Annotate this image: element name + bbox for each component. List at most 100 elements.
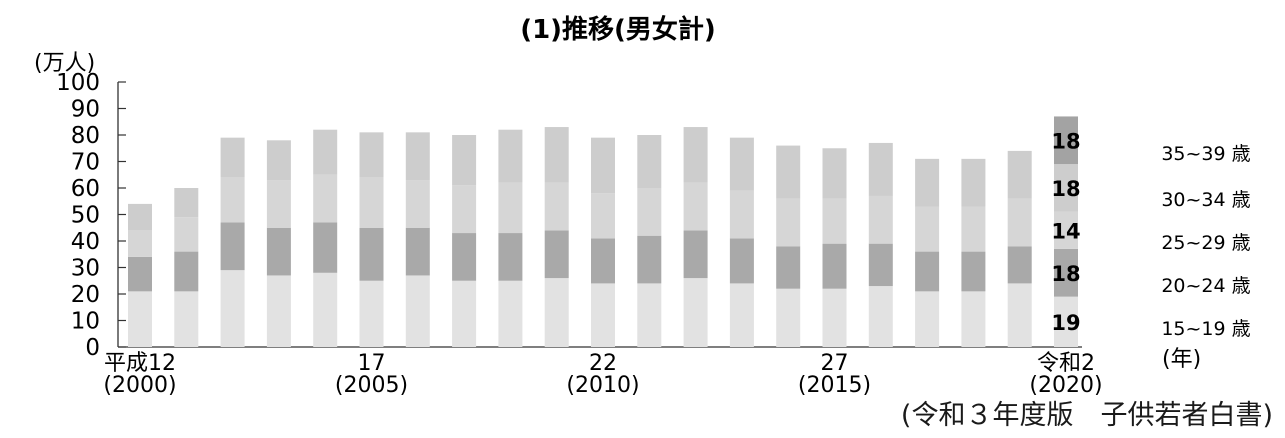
bar-segment — [1054, 116, 1078, 165]
bar-segment — [174, 188, 199, 218]
bar-segment — [1007, 150, 1032, 199]
bar-segment — [544, 278, 569, 347]
y-tick-label: 100 — [56, 70, 100, 96]
bar-segment — [128, 256, 152, 292]
data-label: 14 — [1051, 219, 1080, 243]
bar-segment — [405, 132, 430, 181]
bar-segment — [544, 182, 569, 231]
bar-segment — [729, 283, 754, 347]
bar-segment — [822, 198, 847, 244]
bar-segment — [776, 145, 801, 199]
y-tick-label: 30 — [71, 256, 100, 282]
bar-segment — [637, 235, 662, 284]
bar-segment — [637, 188, 662, 236]
bar-segment — [683, 230, 708, 279]
legend-item: 35~39 歳 — [1161, 143, 1250, 165]
bar-segment — [868, 142, 893, 196]
bar-segment — [868, 195, 893, 244]
bar-segment — [683, 182, 708, 231]
bar-segment — [961, 291, 986, 347]
bar-segment — [915, 291, 940, 347]
y-tick-label: 90 — [71, 97, 100, 123]
x-tick-label: (2000) — [103, 373, 176, 398]
bar-segment — [313, 174, 338, 223]
bar-segment — [544, 127, 569, 183]
bar-segment — [591, 238, 615, 284]
x-tick-label: (2005) — [335, 373, 408, 398]
chart-title: (1)推移(男女計) — [520, 14, 716, 45]
bar-segment — [452, 233, 477, 281]
bar-segment — [729, 190, 754, 239]
bar-segment — [1007, 246, 1032, 284]
bar-segment — [313, 222, 338, 273]
bar-segment — [915, 206, 940, 252]
bar-segment — [498, 182, 523, 234]
data-label: 18 — [1051, 262, 1080, 286]
bar-segment — [637, 135, 662, 188]
bar-segment — [220, 177, 245, 223]
x-tick-label: 27 — [821, 351, 849, 376]
x-tick-label: (2020) — [1029, 373, 1102, 398]
bar-segment — [729, 238, 754, 284]
bar-segment — [961, 206, 986, 252]
legend-item: 15~19 歳 — [1161, 318, 1250, 340]
bar-segment — [683, 278, 708, 347]
bar-segment — [822, 243, 847, 289]
bar-segment — [1054, 164, 1078, 212]
bar-segment — [961, 251, 986, 292]
x-tick-label: (2010) — [566, 373, 639, 398]
y-tick-label: 10 — [71, 309, 100, 335]
y-tick-label: 70 — [71, 150, 100, 176]
bar-segment — [405, 227, 430, 276]
legend-item: 30~34 歳 — [1161, 189, 1250, 211]
x-tick-label: 令和2 — [1037, 351, 1095, 376]
y-tick-label: 80 — [71, 123, 100, 149]
legend-item: 20~24 歳 — [1161, 275, 1250, 297]
bar-segment — [915, 251, 940, 292]
bar-segment — [1007, 198, 1032, 247]
x-tick-label: 22 — [589, 351, 617, 376]
bar-segment — [591, 283, 615, 347]
bar-segment — [776, 246, 801, 289]
bar-segment — [591, 137, 615, 194]
bar-segment — [822, 148, 847, 199]
bar-segment — [1007, 283, 1032, 347]
x-tick-label: 平成12 — [104, 351, 176, 376]
bar-segment — [313, 129, 338, 175]
bar-segment — [729, 137, 754, 191]
bar-segment — [591, 193, 615, 239]
x-tick-label: (2015) — [798, 373, 871, 398]
bar-segment — [683, 127, 708, 183]
bar-segment — [266, 180, 291, 228]
legend-item: 25~29 歳 — [1161, 232, 1250, 254]
bar-segment — [452, 280, 477, 347]
bar-segment — [405, 275, 430, 347]
bar-segment — [961, 158, 986, 207]
bar-segment — [405, 180, 430, 228]
y-tick-label: 60 — [71, 176, 100, 202]
bar-segment — [359, 177, 384, 228]
bar-segment — [359, 227, 384, 281]
bar-segment — [313, 272, 338, 347]
y-tick-label: 20 — [71, 282, 100, 308]
bar-segment — [498, 233, 523, 281]
bar-segment — [220, 137, 245, 178]
bar-segment — [266, 275, 291, 347]
y-unit-label: (万人) — [34, 51, 95, 76]
bar-segment — [868, 286, 893, 347]
y-tick-label: 40 — [71, 229, 100, 255]
bar-segment — [1054, 211, 1078, 249]
bar-segment — [128, 230, 152, 257]
bar-segment — [174, 217, 199, 252]
source-note: (令和３年度版 子供若者白書) — [900, 400, 1273, 431]
data-label: 19 — [1051, 311, 1080, 335]
bar-segment — [452, 135, 477, 186]
bar-segment — [266, 140, 291, 181]
bar-segment — [1054, 296, 1078, 347]
bar-segment — [498, 280, 523, 347]
y-tick-label: 50 — [71, 203, 100, 229]
bar-segment — [128, 291, 152, 347]
x-unit-label: (年) — [1162, 347, 1201, 372]
